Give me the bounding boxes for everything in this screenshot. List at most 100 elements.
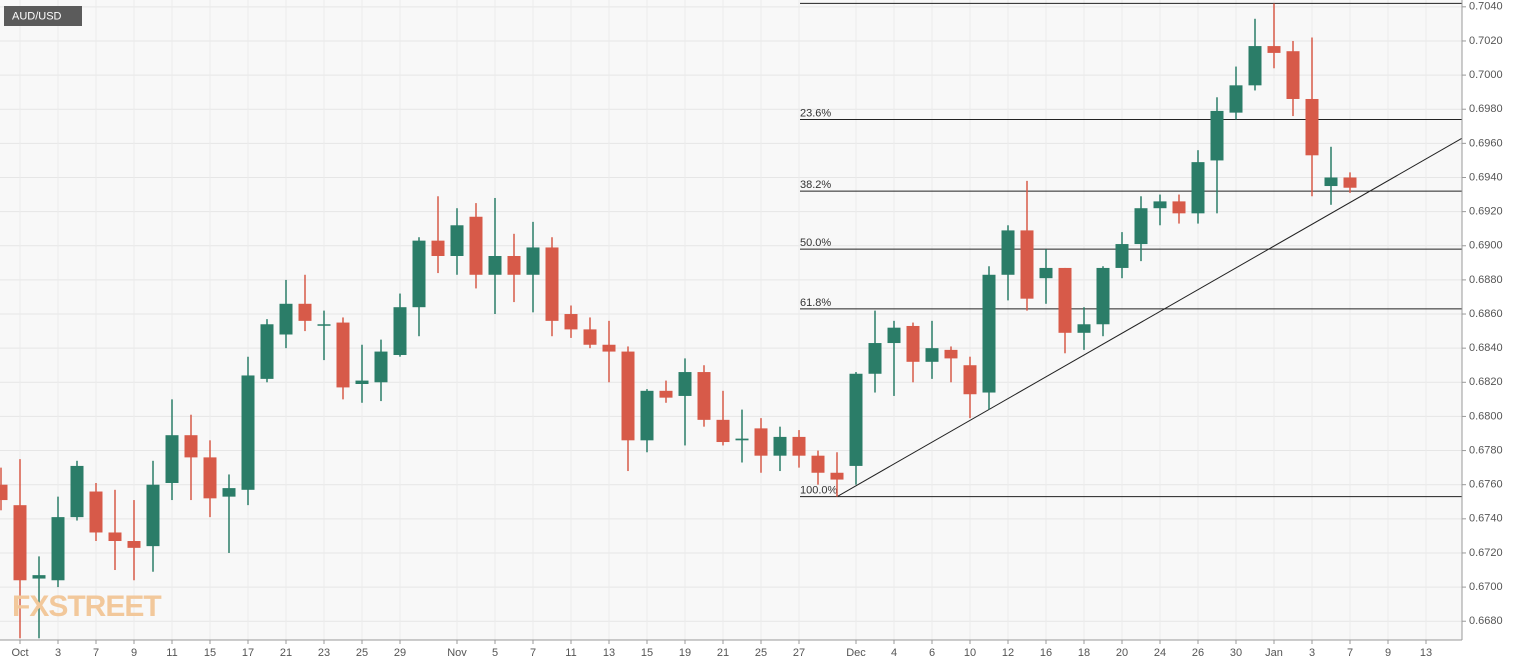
x-tick-label: 18 bbox=[1078, 647, 1090, 659]
x-tick-label: Jan bbox=[1265, 647, 1283, 659]
candle-body bbox=[127, 541, 141, 548]
candle-body bbox=[374, 351, 388, 383]
candle-body bbox=[773, 436, 787, 456]
candle-body bbox=[678, 372, 692, 396]
candle-body bbox=[754, 428, 768, 456]
candle-body bbox=[279, 303, 293, 335]
y-tick-label: 0.6900 bbox=[1469, 240, 1503, 252]
candle-body bbox=[298, 303, 312, 321]
x-tick-label: Nov bbox=[447, 647, 467, 659]
x-tick-label: 15 bbox=[641, 647, 653, 659]
x-tick-label: 7 bbox=[530, 647, 536, 659]
candle-body bbox=[13, 505, 27, 581]
x-tick-label: 12 bbox=[1002, 647, 1014, 659]
x-tick-label: 9 bbox=[131, 647, 137, 659]
fib-label: 100.0% bbox=[800, 485, 838, 497]
candle-body bbox=[545, 247, 559, 321]
candle-body bbox=[488, 256, 502, 275]
candle-body bbox=[621, 351, 635, 441]
candle-body bbox=[1115, 244, 1129, 268]
watermark: FXSTREET bbox=[12, 590, 161, 623]
candle-body bbox=[507, 256, 521, 275]
candle-body bbox=[868, 343, 882, 374]
candle-body bbox=[146, 484, 160, 547]
x-tick-label: Dec bbox=[846, 647, 866, 659]
x-tick-label: 9 bbox=[1385, 647, 1391, 659]
x-tick-label: 13 bbox=[603, 647, 615, 659]
symbol-badge bbox=[4, 6, 82, 26]
candle-body bbox=[70, 465, 84, 518]
candle-body bbox=[887, 327, 901, 344]
x-tick-label: 11 bbox=[565, 647, 576, 659]
y-tick-label: 0.6840 bbox=[1469, 342, 1503, 354]
y-tick-label: 0.7020 bbox=[1469, 35, 1503, 47]
x-tick-label: 26 bbox=[1192, 647, 1204, 659]
y-tick-label: 0.6700 bbox=[1469, 581, 1503, 593]
y-tick-label: 0.6880 bbox=[1469, 274, 1503, 286]
x-tick-label: 27 bbox=[793, 647, 805, 659]
x-tick-label: 3 bbox=[1309, 647, 1315, 659]
candle-body bbox=[0, 484, 8, 501]
candle-body bbox=[89, 491, 103, 533]
candle-body bbox=[1077, 324, 1091, 333]
y-tick-label: 0.6760 bbox=[1469, 479, 1503, 491]
candle-body bbox=[51, 517, 65, 581]
x-tick-label: 13 bbox=[1420, 647, 1432, 659]
fib-label: 38.2% bbox=[800, 179, 831, 191]
candle-body bbox=[241, 375, 255, 490]
x-tick-label: 25 bbox=[755, 647, 767, 659]
candle-body bbox=[355, 380, 369, 384]
y-tick-label: 0.6940 bbox=[1469, 171, 1503, 183]
y-tick-label: 0.6920 bbox=[1469, 206, 1503, 218]
fib-label: 61.8% bbox=[800, 297, 831, 309]
candle-body bbox=[735, 438, 749, 441]
y-tick-label: 0.6980 bbox=[1469, 103, 1503, 115]
candle-body bbox=[830, 472, 844, 480]
axes: 0.6680 0.6700 0.6720 0.6740 0.6760 0.6780 0.68… bbox=[11, 1, 1502, 659]
candle-body bbox=[165, 435, 179, 483]
x-tick-label: 6 bbox=[929, 647, 935, 659]
candle-body bbox=[393, 307, 407, 355]
x-tick-label: 21 bbox=[717, 647, 729, 659]
candle-body bbox=[640, 390, 654, 441]
candle-body bbox=[1229, 85, 1243, 113]
x-tick-label: 11 bbox=[166, 647, 177, 659]
symbol-label: AUD/USD bbox=[12, 10, 62, 22]
x-tick-label: 10 bbox=[964, 647, 976, 659]
candle-body bbox=[1286, 51, 1300, 99]
x-tick-label: 15 bbox=[204, 647, 216, 659]
candle-body bbox=[697, 372, 711, 420]
candle-body bbox=[659, 390, 673, 398]
fib-label: 50.0% bbox=[800, 237, 831, 249]
y-tick-label: 0.7000 bbox=[1469, 69, 1503, 81]
y-tick-label: 0.6960 bbox=[1469, 137, 1503, 149]
x-tick-label: 30 bbox=[1230, 647, 1242, 659]
x-tick-label: 5 bbox=[492, 647, 498, 659]
candle-body bbox=[982, 274, 996, 393]
fib-label: 23.6% bbox=[800, 107, 831, 119]
candle-body bbox=[184, 435, 198, 458]
candle-body bbox=[944, 349, 958, 359]
candle-body bbox=[450, 225, 464, 256]
candle-body bbox=[108, 532, 122, 542]
candle-body bbox=[792, 436, 806, 456]
candle-body bbox=[1134, 208, 1148, 245]
candle-body bbox=[906, 325, 920, 362]
candle-body bbox=[716, 419, 730, 443]
x-tick-label: 16 bbox=[1040, 647, 1052, 659]
candle-body bbox=[1153, 201, 1167, 209]
candle-body bbox=[564, 314, 578, 330]
candle-body bbox=[1248, 46, 1262, 86]
candle-body bbox=[811, 455, 825, 473]
candle-body bbox=[317, 324, 331, 326]
candle-body bbox=[222, 488, 236, 497]
fibonacci: 23.6% 38.2% 50.0% 61.8% 100.0% bbox=[800, 2, 1463, 498]
candle-body bbox=[1058, 267, 1072, 333]
x-tick-label: 4 bbox=[891, 647, 897, 659]
candle-body bbox=[925, 348, 939, 362]
candle-body bbox=[1172, 201, 1186, 214]
candle-body bbox=[1210, 110, 1224, 161]
candle-body bbox=[1039, 267, 1053, 279]
y-tick-label: 0.6800 bbox=[1469, 410, 1503, 422]
